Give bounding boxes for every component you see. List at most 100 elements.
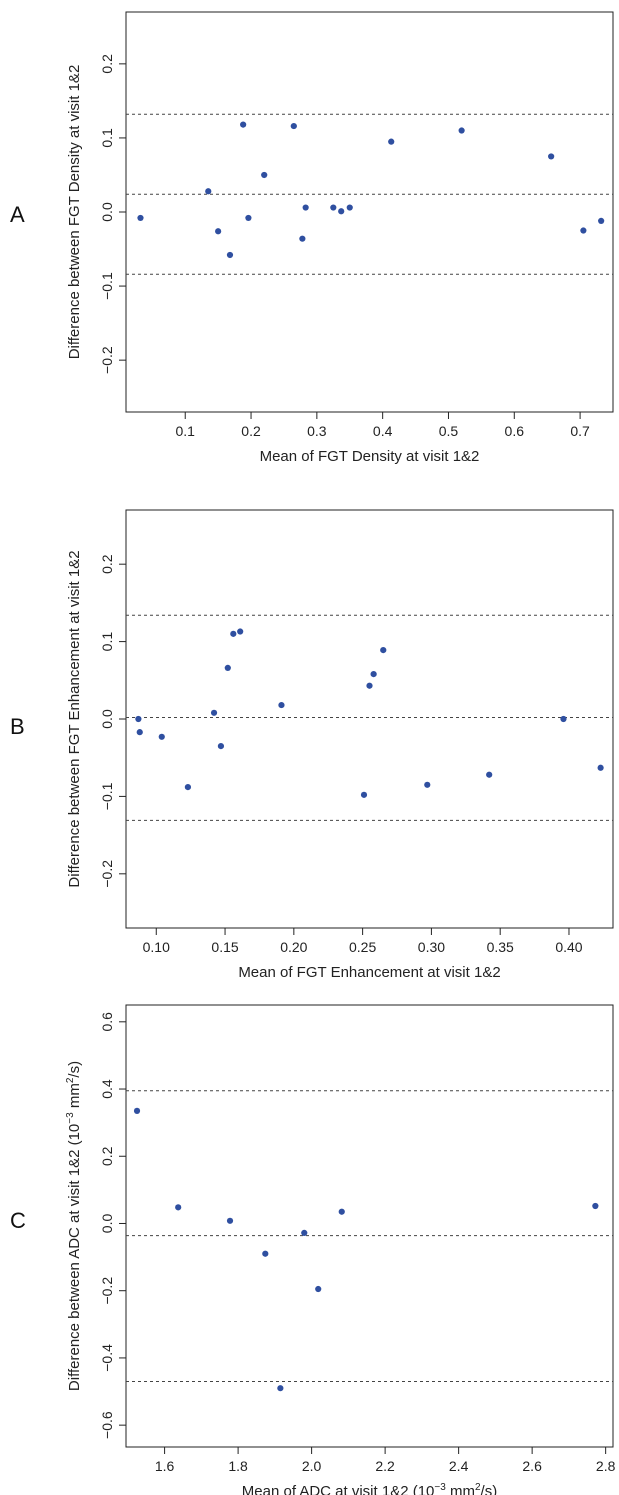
y-tick-label: 0.0 [99, 202, 115, 222]
x-tick-label: 0.40 [555, 939, 582, 955]
y-tick-label: 0.4 [99, 1079, 115, 1099]
x-tick-label: 0.25 [349, 939, 376, 955]
data-point [592, 1202, 599, 1210]
panel-letter: A [10, 202, 25, 227]
panel-b: 0.10 0.15 0.20 0.25 0.30 0.35 0.40 −0.2 −0.1 0.0 0… [10, 509, 614, 981]
y-axis-label: Difference between FGT Density at visit … [66, 65, 83, 360]
y-tick-label: −0.2 [99, 1277, 115, 1305]
y-tick-label: 0.2 [99, 554, 115, 574]
data-point [360, 791, 368, 798]
panel-letter: B [10, 714, 25, 739]
axis-label-part-after: /s) [481, 1483, 498, 1495]
x-tick-label: 0.1 [175, 423, 195, 439]
x-tick-label: 1.8 [228, 1458, 248, 1474]
y-tick-label: −0.2 [99, 346, 115, 374]
x-tick-label: 2.2 [375, 1458, 395, 1474]
data-point [560, 715, 567, 723]
x-axis-label: Mean of FGT Density at visit 1&2 [260, 448, 480, 465]
data-point [598, 217, 605, 224]
y-tick-label: 0.0 [99, 709, 115, 729]
x-tick-label: 0.2 [241, 423, 261, 439]
data-point [137, 214, 144, 222]
data-point [136, 729, 143, 736]
data-point [301, 1229, 308, 1236]
data-point [215, 228, 222, 235]
x-tick-label: 0.5 [439, 423, 459, 439]
data-point [299, 235, 306, 242]
data-point [290, 122, 297, 130]
y-tick-label: −0.2 [99, 860, 115, 888]
y-tick-label: −0.6 [99, 1411, 115, 1439]
x-tick-label: 2.4 [449, 1458, 469, 1474]
data-point [330, 204, 337, 211]
data-point [315, 1285, 322, 1293]
data-point [388, 138, 395, 145]
x-tick-label: 0.35 [487, 939, 514, 955]
x-tick-label: 0.3 [307, 423, 327, 439]
x-tick-label: 0.20 [280, 939, 307, 955]
y-tick-label: 0.1 [99, 632, 115, 652]
data-point [175, 1204, 182, 1211]
data-point [226, 251, 234, 259]
data-point [224, 664, 231, 672]
axis-label-part-exp1: −3 [65, 1112, 76, 1124]
x-tick-label: 0.4 [373, 423, 393, 439]
axis-label-part-before: Mean of ADC at visit 1&2 (10 [242, 1483, 435, 1495]
axis-label-part-before: Difference between ADC at visit 1&2 (10 [66, 1124, 83, 1391]
x-tick-label: 0.15 [211, 939, 238, 955]
data-point [458, 127, 465, 134]
x-tick-label: 2.6 [522, 1458, 542, 1474]
data-point [184, 784, 192, 791]
data-point [338, 1208, 345, 1215]
data-point [133, 1107, 141, 1114]
data-point [217, 742, 225, 750]
data-point [262, 1250, 269, 1257]
panel-letter: C [10, 1208, 26, 1233]
data-point [277, 1385, 284, 1392]
data-point [302, 204, 309, 211]
y-tick-label: 0.0 [99, 1214, 115, 1234]
panel-a: 0.1 0.2 0.3 0.4 0.5 0.6 0.7 −0.2 −0.1 0.0 0.1 0.2 Me… [10, 11, 614, 465]
plot-frame [125, 509, 614, 929]
data-point [205, 188, 212, 195]
axis-label-part-exp1: −3 [434, 1482, 446, 1493]
y-tick-label: 0.2 [99, 54, 115, 74]
data-point [380, 647, 387, 654]
axis-label-part-middle: mm [446, 1483, 475, 1495]
data-point [338, 208, 345, 215]
data-point [370, 671, 377, 678]
data-point [580, 227, 587, 234]
data-point [278, 701, 285, 709]
axis-label-part-middle: mm [66, 1083, 83, 1112]
y-tick-label: −0.1 [99, 272, 115, 300]
axis-label-part-after: /s) [66, 1061, 83, 1078]
y-tick-label: 0.1 [99, 128, 115, 148]
axis-label-part-exp2: 2 [475, 1482, 481, 1493]
x-tick-label: 0.10 [143, 939, 170, 955]
data-point [424, 781, 431, 788]
y-axis-label: Difference between FGT Enhancement at vi… [66, 550, 83, 887]
plot-frame [125, 11, 614, 413]
data-point [366, 682, 373, 689]
data-point [486, 771, 493, 778]
data-point [245, 214, 252, 222]
x-tick-label: 2.0 [302, 1458, 322, 1474]
y-axis-label: Difference between ADC at visit 1&2 (10−… [65, 1061, 83, 1391]
x-tick-label: 2.8 [596, 1458, 616, 1474]
data-point [230, 630, 237, 637]
data-point [548, 153, 555, 160]
data-point [261, 171, 268, 179]
data-point [346, 204, 353, 211]
data-point [240, 121, 247, 128]
data-point [158, 733, 165, 740]
x-tick-label: 0.30 [418, 939, 445, 955]
x-tick-label: 1.6 [155, 1458, 175, 1474]
y-tick-label: −0.1 [99, 782, 115, 810]
panel-c: 1.6 1.8 2.0 2.2 2.4 2.6 2.8 −0.6 −0.4 −0.2 0.0 0.2 0… [10, 1004, 616, 1495]
y-tick-label: 0.2 [99, 1146, 115, 1166]
data-point [135, 715, 142, 723]
x-tick-label: 0.6 [505, 423, 525, 439]
x-axis-label: Mean of ADC at visit 1&2 (10−3 mm2/s) [242, 1482, 497, 1495]
x-tick-label: 0.7 [570, 423, 590, 439]
